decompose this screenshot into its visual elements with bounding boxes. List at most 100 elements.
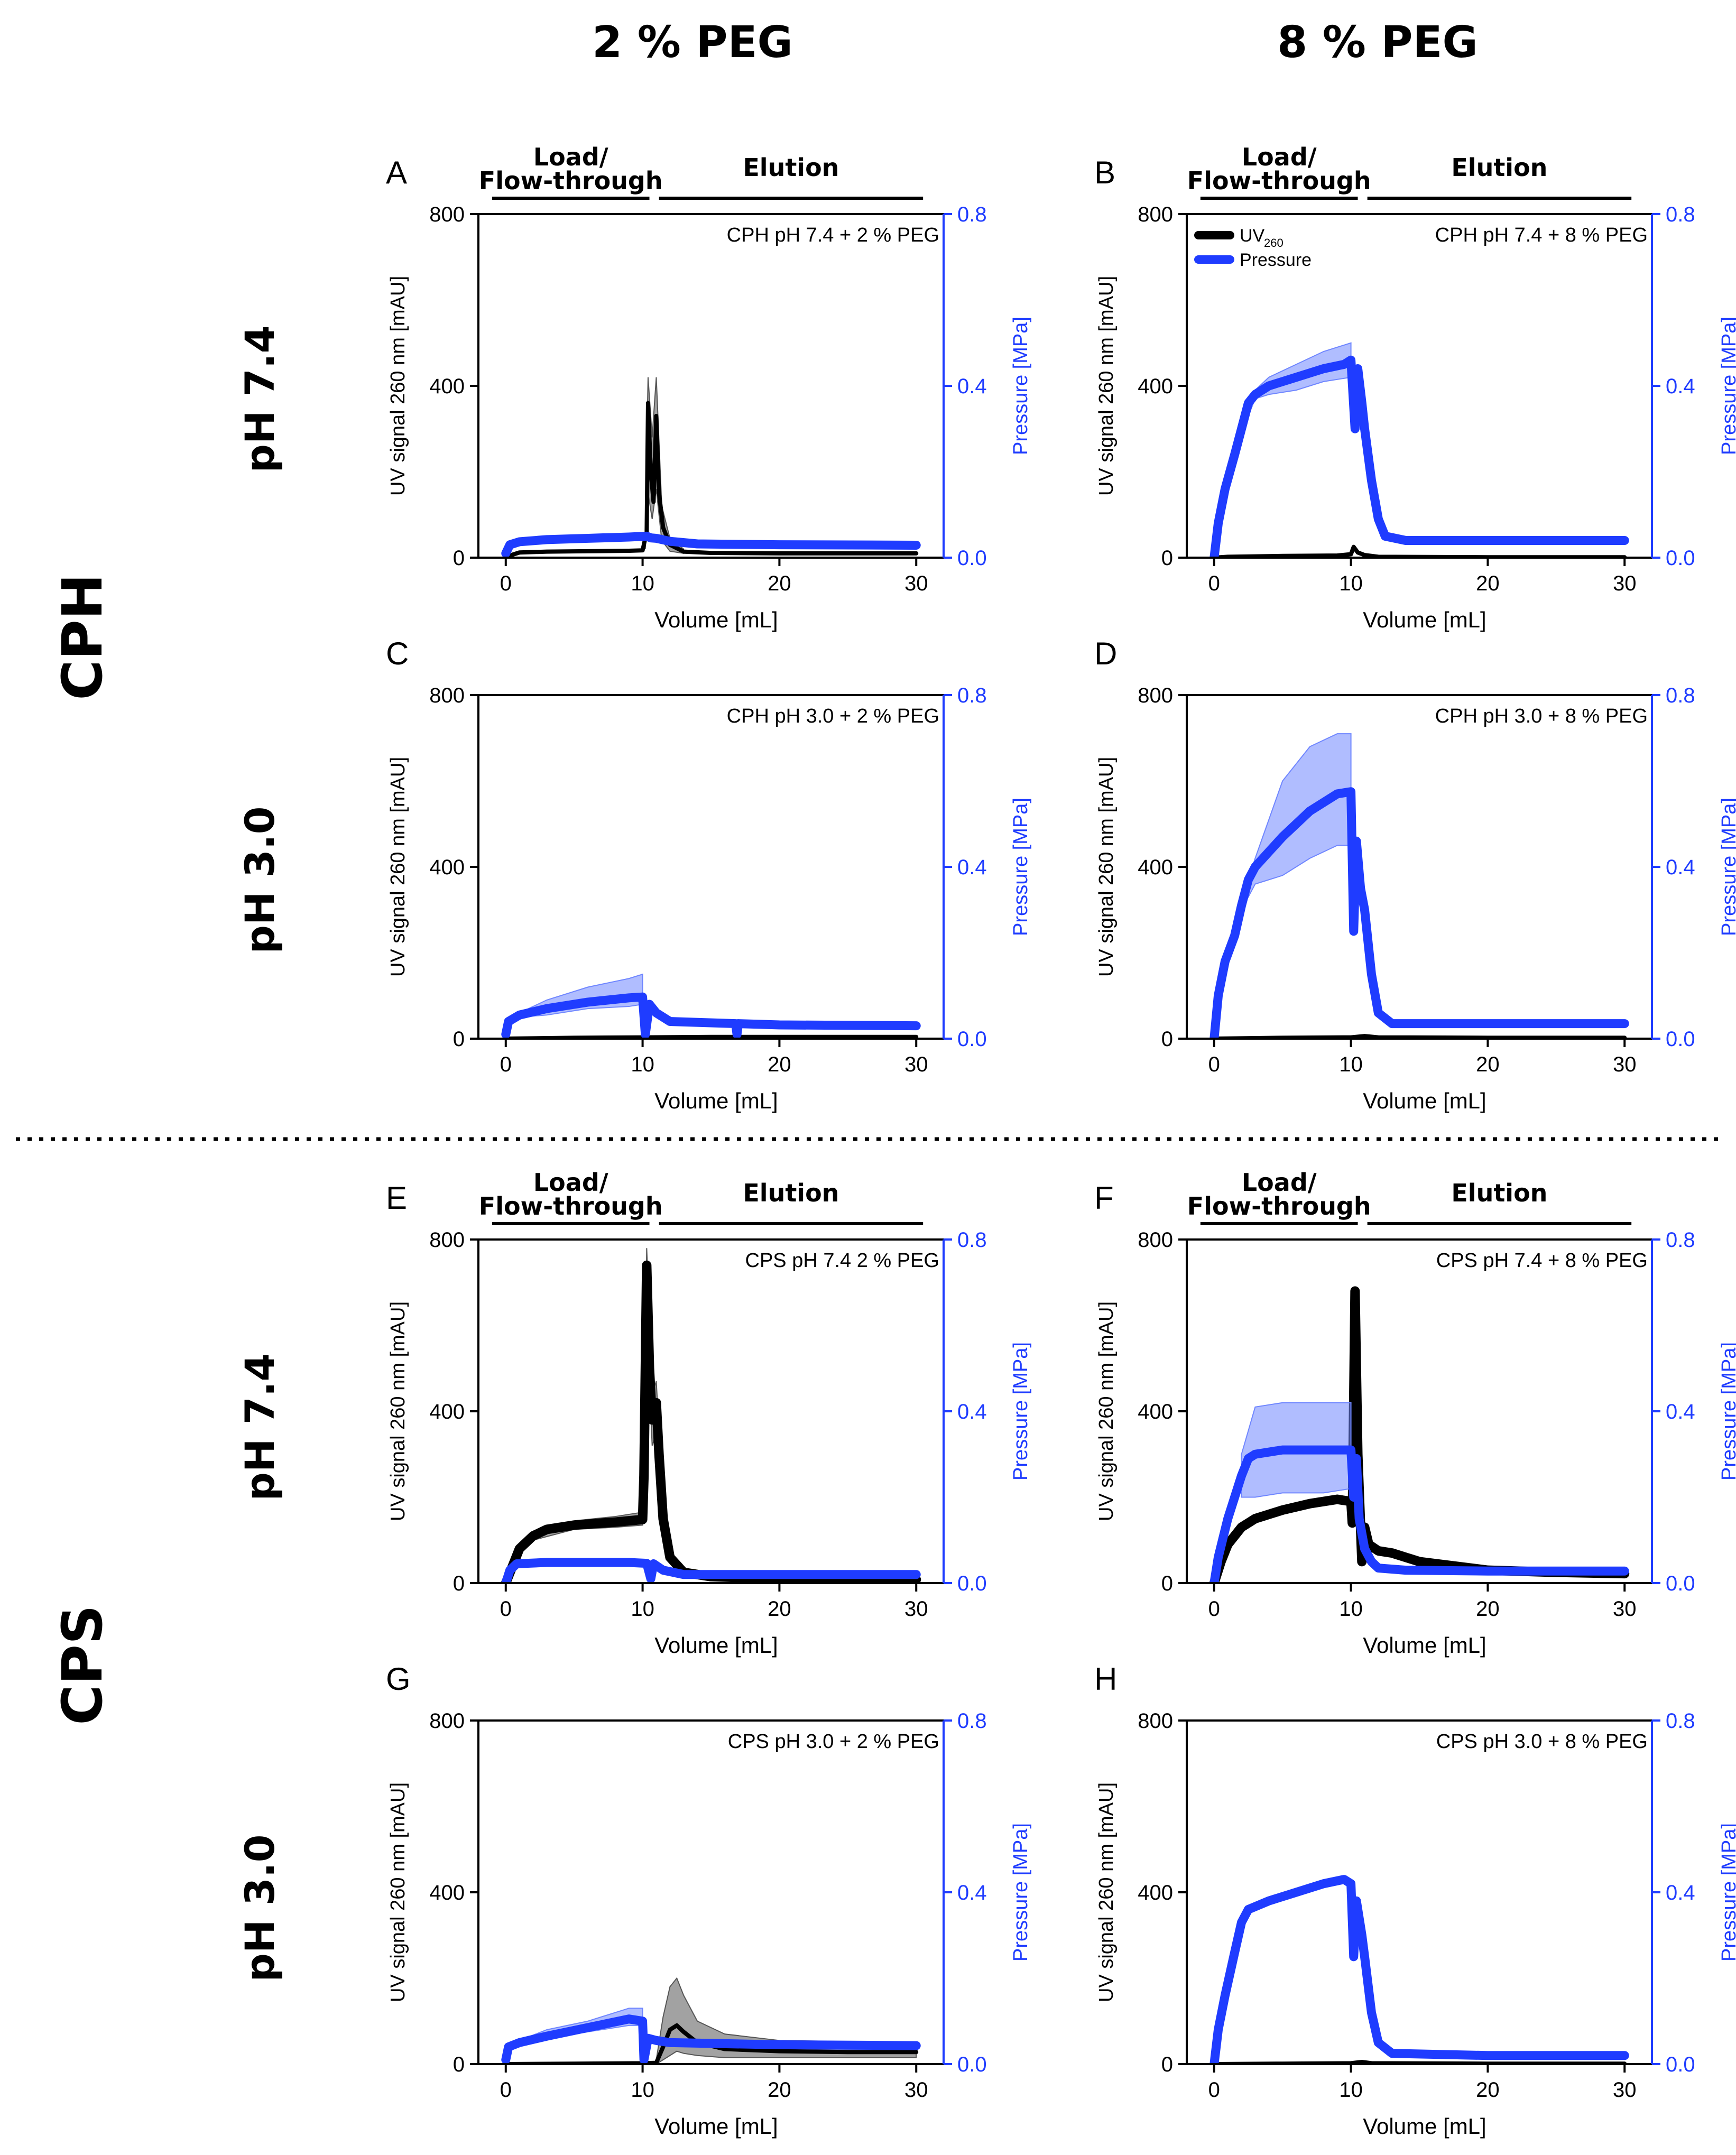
y2-axis-label: Pressure [MPa]	[1010, 798, 1032, 936]
load-label: Load/	[533, 143, 608, 171]
y2-tick-label: 0.8	[957, 203, 987, 226]
panel-letter: C	[386, 636, 409, 671]
y-tick-label: 0	[453, 1028, 465, 1051]
y2-tick-label: 0.0	[1666, 1572, 1695, 1595]
x-tick-label: 0	[500, 572, 512, 595]
pressure-series-line	[501, 1558, 921, 1583]
x-axis-label: Volume [mL]	[1363, 607, 1486, 632]
x-tick-label: 0	[500, 2078, 512, 2102]
panel-g: G 0 10 20 30 0 400 800 0.0 0.4 0.8 Volume [mL] UV si…	[386, 1661, 1032, 2139]
legend-uv-label: UV	[1240, 226, 1265, 246]
x-tick-label: 0	[500, 1053, 512, 1076]
y-tick-label: 400	[1138, 375, 1173, 398]
y2-tick-label: 0.4	[957, 856, 987, 879]
y-tick-label: 0	[1161, 547, 1173, 570]
pressure-series-line	[501, 2014, 921, 2064]
x-tick-label: 20	[768, 1597, 791, 1621]
elution-label: Elution	[743, 153, 839, 182]
y2-tick-label: 0.8	[1666, 684, 1695, 707]
panel-b: B Load/Flow-through Elution 0 10 20 30 0 400 800 0…	[1094, 143, 1736, 632]
y2-tick-label: 0.4	[1666, 1400, 1695, 1423]
y-axis-label: UV signal 260 nm [mAU]	[387, 1782, 409, 2002]
y-tick-label: 800	[1138, 684, 1173, 707]
y-tick-label: 0	[1161, 1028, 1173, 1051]
x-tick-label: 30	[1613, 2078, 1637, 2102]
x-tick-label: 20	[1476, 572, 1500, 595]
pressure-series-line	[1209, 1875, 1629, 2064]
y2-tick-label: 0.4	[1666, 375, 1695, 398]
x-tick-label: 20	[1476, 1053, 1500, 1076]
y2-tick-label: 0.4	[957, 1881, 987, 1904]
y-tick-label: 800	[1138, 1228, 1173, 1252]
x-tick-label: 0	[1208, 1053, 1220, 1076]
y2-axis-label: Pressure [MPa]	[1010, 317, 1032, 455]
x-tick-label: 10	[631, 2078, 654, 2102]
y-axis-label: UV signal 260 nm [mAU]	[387, 757, 409, 977]
y2-tick-label: 0.8	[957, 1709, 987, 1733]
x-tick-label: 0	[1208, 572, 1220, 595]
x-tick-label: 10	[1339, 2078, 1363, 2102]
y-axis-label: UV signal 260 nm [mAU]	[1095, 276, 1118, 496]
data-layer	[501, 1248, 921, 1583]
panel-letter: E	[386, 1180, 407, 1216]
panel-annotation: CPS pH 3.0 + 2 % PEG	[728, 1731, 939, 1753]
y-axis-label: UV signal 260 nm [mAU]	[1095, 757, 1118, 977]
x-tick-label: 10	[631, 1053, 654, 1076]
y-tick-label: 400	[429, 1881, 465, 1904]
y2-tick-label: 0.8	[1666, 203, 1695, 226]
flow-through-label: Flow-through	[1187, 1192, 1371, 1220]
x-tick-label: 30	[904, 572, 928, 595]
x-tick-label: 0	[1208, 1597, 1220, 1621]
x-tick-label: 30	[1613, 1053, 1637, 1076]
flow-through-label: Flow-through	[479, 1192, 663, 1220]
x-tick-label: 20	[1476, 2078, 1500, 2102]
y2-tick-label: 0.4	[957, 375, 987, 398]
y2-tick-label: 0.0	[1666, 547, 1695, 570]
pressure-series-line	[501, 531, 921, 558]
legend-pressure-label: Pressure	[1240, 250, 1312, 270]
flow-through-label: Flow-through	[479, 167, 663, 195]
x-axis-label: Volume [mL]	[654, 1088, 778, 1113]
y-tick-label: 400	[429, 856, 465, 879]
y-tick-label: 400	[1138, 856, 1173, 879]
y-axis-label: UV signal 260 nm [mAU]	[1095, 1301, 1118, 1521]
y2-tick-label: 0.0	[1666, 2053, 1695, 2076]
column-header-8-peg: 8 % PEG	[1277, 17, 1478, 68]
elution-label: Elution	[1451, 153, 1547, 182]
uv260-series-line	[501, 1260, 921, 1583]
uv260-series-line	[503, 401, 919, 558]
y-tick-label: 800	[429, 1228, 465, 1252]
x-tick-label: 30	[1613, 572, 1637, 595]
x-tick-label: 0	[1208, 2078, 1220, 2102]
y-tick-label: 400	[1138, 1400, 1173, 1423]
data-layer	[1209, 1875, 1629, 2064]
y-tick-label: 800	[429, 203, 465, 226]
x-tick-label: 30	[904, 1597, 928, 1621]
data-layer	[501, 973, 921, 1039]
panel-annotation: CPH pH 7.4 + 8 % PEG	[1435, 224, 1648, 246]
y2-axis-label: Pressure [MPa]	[1718, 1342, 1736, 1481]
y2-tick-label: 0.0	[1666, 1028, 1695, 1051]
y2-tick-label: 0.4	[957, 1400, 987, 1423]
panel-annotation: CPH pH 7.4 + 2 % PEG	[727, 224, 939, 246]
y-axis-label: UV signal 260 nm [mAU]	[387, 1301, 409, 1521]
y2-tick-label: 0.8	[1666, 1228, 1695, 1252]
panel-letter: H	[1094, 1661, 1117, 1697]
panel-h: H 0 10 20 30 0 400 800 0.0 0.4 0.8 Volume [mL] UV si…	[1094, 1661, 1736, 2139]
x-tick-label: 20	[768, 572, 791, 595]
uv260-series-line	[1212, 544, 1627, 558]
row-label-cph-ph74: pH 7.4	[236, 325, 283, 473]
x-axis-label: Volume [mL]	[654, 1633, 778, 1658]
row-label-cps-ph74: pH 7.4	[236, 1353, 283, 1501]
x-axis-label: Volume [mL]	[654, 607, 778, 632]
flow-through-label: Flow-through	[1187, 167, 1371, 195]
y2-axis-label: Pressure [MPa]	[1718, 798, 1736, 936]
uv260-series-line	[1209, 1286, 1630, 1583]
y-tick-label: 800	[1138, 1709, 1173, 1733]
x-axis-label: Volume [mL]	[654, 2114, 778, 2139]
panel-letter: F	[1094, 1180, 1114, 1216]
y2-axis-label: Pressure [MPa]	[1718, 317, 1736, 455]
y2-tick-label: 0.8	[1666, 1709, 1695, 1733]
row-group-cps: CPS	[50, 1605, 115, 1725]
